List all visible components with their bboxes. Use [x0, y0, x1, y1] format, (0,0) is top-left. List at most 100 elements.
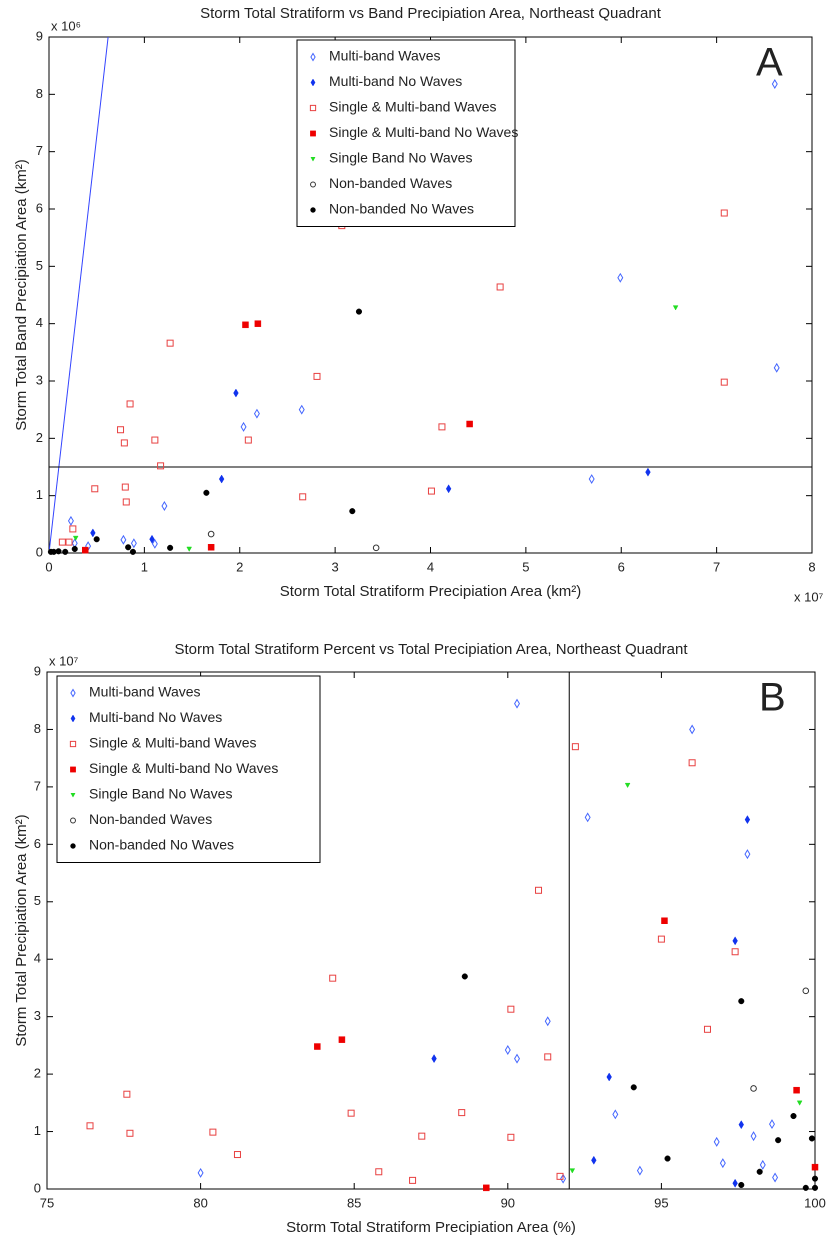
- point: [802, 987, 810, 995]
- chart: Storm Total Stratiform vs Band Precipiat…: [13, 5, 824, 604]
- point: [657, 935, 665, 943]
- point: [756, 1168, 763, 1175]
- point: [86, 1122, 94, 1130]
- legend-box: [56, 675, 321, 863]
- y-tick-label: 3: [36, 372, 43, 387]
- legend-marker: [70, 688, 76, 698]
- point: [120, 534, 127, 545]
- point: [569, 1168, 576, 1174]
- legend-label: Single & Multi-band No Waves: [89, 760, 278, 776]
- point: [769, 1119, 775, 1130]
- point: [636, 1165, 643, 1176]
- legend-marker: [310, 157, 316, 162]
- x-tick-label: 2: [236, 559, 243, 574]
- y-tick-label: 8: [36, 86, 43, 101]
- point: [314, 1043, 321, 1050]
- point: [427, 487, 435, 495]
- point: [738, 1120, 744, 1130]
- point: [209, 1128, 217, 1136]
- point: [349, 508, 356, 515]
- legend-marker: [310, 181, 316, 188]
- x-tick-label: 5: [522, 559, 529, 574]
- legend-marker: [310, 130, 316, 137]
- point: [161, 501, 168, 511]
- y-tick-label: 4: [34, 951, 41, 966]
- point: [65, 538, 73, 546]
- point: [775, 1137, 782, 1144]
- x-tick-label: 100: [804, 1195, 826, 1210]
- point: [458, 1109, 466, 1117]
- point: [71, 545, 78, 553]
- point: [483, 1184, 490, 1192]
- legend-label: Single Band No Waves: [89, 786, 232, 802]
- legend-marker: [310, 207, 316, 213]
- point: [738, 998, 745, 1005]
- point: [571, 743, 579, 751]
- legend-label: Multi-band Waves: [329, 48, 441, 64]
- point: [689, 724, 696, 735]
- point: [507, 1133, 515, 1141]
- point: [612, 1109, 619, 1120]
- point: [122, 498, 130, 506]
- point: [197, 1167, 204, 1178]
- point: [703, 1025, 711, 1033]
- legend-label: Single & Multi-band Waves: [329, 99, 497, 115]
- y-tick-label: 7: [34, 778, 41, 793]
- point: [203, 489, 210, 496]
- point: [431, 1054, 437, 1064]
- legend-label: Non-banded Waves: [89, 811, 212, 827]
- point: [347, 1109, 355, 1117]
- y-axis-label: Storm Total Band Precipiation Area (km²): [13, 159, 30, 431]
- point: [750, 1085, 757, 1092]
- point: [588, 474, 595, 485]
- plot-frame: [46, 671, 816, 1190]
- point: [624, 782, 631, 789]
- x-tick-label: 75: [40, 1195, 54, 1210]
- legend-marker: [70, 766, 76, 773]
- point: [67, 515, 74, 526]
- legend-marker: [70, 714, 76, 723]
- point: [771, 79, 778, 89]
- panel-label: A: [756, 41, 783, 85]
- point: [811, 1184, 819, 1191]
- point: [81, 546, 89, 554]
- point: [372, 544, 380, 552]
- point: [731, 948, 739, 956]
- legend-label: Multi-band No Waves: [89, 709, 222, 725]
- point: [207, 530, 215, 538]
- point: [91, 485, 99, 493]
- point: [120, 439, 128, 447]
- point: [313, 372, 321, 380]
- chart-title: Storm Total Stratiform vs Band Precipiat…: [200, 5, 662, 22]
- point: [617, 272, 624, 283]
- point: [72, 535, 79, 542]
- point: [719, 1158, 726, 1169]
- point: [645, 467, 651, 477]
- x-exponent: x 10⁷: [794, 589, 824, 604]
- legend-marker: [310, 52, 316, 62]
- point: [186, 546, 193, 552]
- point: [126, 1129, 134, 1137]
- x-tick-label: 85: [347, 1195, 361, 1210]
- point: [167, 544, 174, 551]
- x-tick-label: 90: [501, 1195, 515, 1210]
- point: [123, 1090, 131, 1098]
- y-tick-label: 2: [34, 1066, 41, 1081]
- point: [808, 1135, 815, 1142]
- x-tick-label: 1: [141, 559, 148, 574]
- x-tick-label: 95: [654, 1195, 668, 1210]
- point: [606, 1072, 612, 1082]
- legend-marker: [310, 78, 316, 87]
- y-tick-label: 9: [34, 663, 41, 678]
- point: [744, 815, 751, 825]
- point: [151, 538, 158, 549]
- y-exponent: x 10⁷: [49, 653, 79, 668]
- point: [299, 493, 307, 501]
- legend-label: Non-banded No Waves: [89, 837, 234, 853]
- legend-label: Non-banded No Waves: [329, 201, 474, 217]
- panel-label: B: [759, 676, 786, 720]
- point: [790, 1112, 797, 1120]
- point: [253, 408, 260, 419]
- point: [254, 320, 262, 327]
- point: [149, 534, 155, 544]
